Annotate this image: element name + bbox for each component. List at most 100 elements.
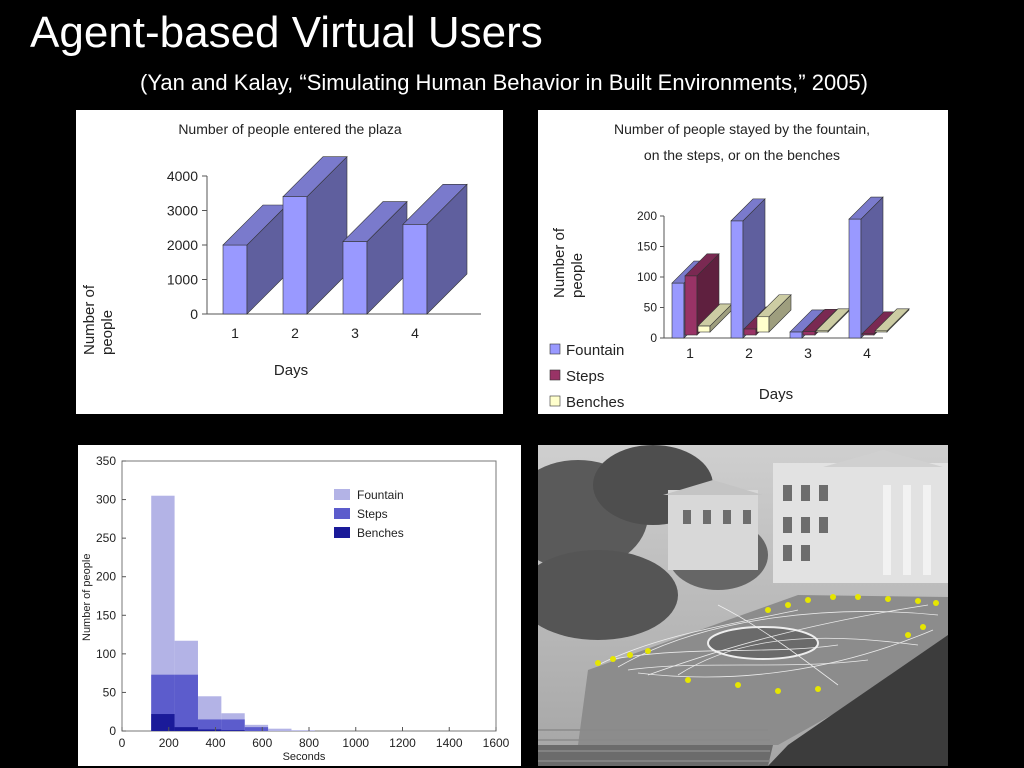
- histogram-y-tick-label-1: 50: [103, 685, 117, 699]
- histogram-y-tick-label-2: 100: [96, 647, 116, 661]
- entered-chart: Number of people entered the plaza Days …: [81, 121, 481, 379]
- stayed-bar-benches-2: [756, 294, 792, 333]
- stayed-legend-swatch-steps: [549, 369, 561, 381]
- entered-y-tick-label-0: 0: [190, 306, 198, 322]
- entered-bar-3-top: [342, 201, 408, 242]
- stayed-chart: Number of people stayed by the fountain,…: [549, 121, 910, 411]
- stayed-bar-benches-1-front: [697, 325, 711, 333]
- histogram-bar-benches-3: [221, 730, 245, 731]
- stayed-bar-benches-4-top: [874, 308, 910, 332]
- histogram-bar-benches-0: [151, 714, 175, 731]
- stayed-legend-label-benches: Benches: [566, 394, 624, 411]
- histogram-y-axis-label: Number of people: [81, 554, 93, 641]
- stayed-bar-fountain-4-top: [848, 196, 884, 220]
- entered-y-axis-label-line1: Number of: [81, 284, 98, 355]
- histogram-x-tick-label-2: 400: [205, 736, 225, 750]
- histogram-x-axis-label: Seconds: [283, 751, 326, 763]
- histogram-bar-fountain-5: [268, 728, 292, 731]
- stayed-legend-label-steps: Steps: [566, 368, 604, 385]
- entered-bar-1: [222, 204, 288, 315]
- stayed-bar-benches-4: [874, 308, 910, 333]
- stayed-y-tick-label-1: 50: [644, 301, 658, 315]
- histogram-bar-fountain-6: [291, 730, 315, 731]
- stayed-legend-label-fountain: Fountain: [566, 342, 624, 359]
- entered-y-axis-label: Number of people: [81, 281, 116, 355]
- stayed-x-tick-label-2: 2: [745, 345, 753, 361]
- stayed-x-tick-label-1: 1: [686, 345, 694, 361]
- histogram-panel: Seconds Number of people 0 200 400 600 800 10…: [78, 445, 521, 766]
- stayed-bar-fountain-4-front: [848, 218, 862, 339]
- stayed-bar-steps-3-front: [802, 331, 816, 336]
- histogram-y-tick-label-5: 250: [96, 531, 116, 545]
- histogram-legend-swatch-benches: [334, 527, 350, 538]
- histogram-bar-benches-1: [174, 727, 198, 731]
- entered-bar-2-top: [282, 156, 348, 197]
- stayed-y-axis-label-line1: Number of: [551, 227, 568, 298]
- stayed-y-tick-label-4: 200: [637, 209, 657, 223]
- stayed-bar-fountain-2: [730, 198, 766, 339]
- entered-bar-4: [402, 183, 468, 315]
- histogram-bar-steps-2: [197, 719, 222, 731]
- histogram-bar-steps-4: [244, 727, 269, 731]
- histogram-x-tick-label-4: 800: [299, 736, 319, 750]
- stayed-bar-steps-1-front: [684, 275, 698, 336]
- histogram-x-tick-label-7: 1400: [436, 736, 463, 750]
- entered-bar-3: [342, 200, 408, 315]
- entered-x-tick-label-1: 1: [231, 325, 239, 341]
- histogram-legend-swatch-fountain: [334, 489, 350, 500]
- stayed-bar-fountain-1-front: [671, 282, 685, 339]
- histogram-x-tick-label-1: 200: [159, 736, 179, 750]
- entered-bar-4-front: [402, 224, 428, 315]
- stayed-legend-swatch-benches: [549, 395, 561, 407]
- stayed-bar-fountain-4: [848, 196, 884, 339]
- entered-x-tick-label-2: 2: [291, 325, 299, 341]
- entered-y-axis-label-line2: people: [99, 310, 116, 355]
- stayed-bar-steps-3-top: [802, 309, 838, 332]
- stayed-bar-steps-1-top: [684, 253, 720, 277]
- stayed-x-axis-label: Days: [759, 386, 793, 403]
- histogram-x-tick-label-5: 1000: [342, 736, 369, 750]
- histogram-bar-steps-1: [174, 674, 198, 731]
- entered-y-tick-label-1: 1000: [167, 272, 198, 288]
- stayed-bar-fountain-3-top: [789, 309, 825, 333]
- stayed-bar-benches-2-front: [756, 316, 770, 333]
- stayed-bar-steps-2-front: [743, 328, 757, 336]
- entered-y-tick-label-4: 4000: [167, 168, 198, 184]
- stayed-bar-fountain-3-front: [789, 331, 803, 339]
- histogram-legend-label-steps: Steps: [357, 507, 388, 521]
- histogram-chart: Seconds Number of people 0 200 400 600 800 10…: [81, 454, 510, 763]
- plaza-simulation-photo: [538, 445, 948, 766]
- plaza-simulation-photo-icon: [538, 445, 948, 766]
- stayed-y-tick-label-0: 0: [650, 331, 657, 345]
- histogram-legend: Fountain Steps Benches: [334, 488, 404, 540]
- histogram-bar-benches-2: [197, 729, 222, 731]
- stayed-bar-benches-3: [815, 308, 851, 333]
- stayed-y-tick-label-2: 100: [637, 270, 657, 284]
- histogram-y-tick-label-0: 0: [109, 724, 116, 738]
- stayed-y-axis-label: Number of people: [551, 224, 586, 298]
- histogram-legend-swatch-steps: [334, 508, 350, 519]
- histogram-y-tick-label-7: 350: [96, 454, 116, 468]
- entered-chart-title: Number of people entered the plaza: [178, 121, 402, 137]
- entered-y-tick-label-3: 3000: [167, 203, 198, 219]
- histogram-x-tick-label-6: 1200: [389, 736, 416, 750]
- entered-bar-4-top: [402, 184, 468, 225]
- entered-bar-2: [282, 155, 348, 315]
- stayed-x-tick-label-4: 4: [863, 345, 871, 361]
- stayed-y-axis-label-line2: people: [569, 253, 586, 298]
- stayed-x-tick-label-3: 3: [804, 345, 812, 361]
- entered-x-tick-label-4: 4: [411, 325, 419, 341]
- entered-bar-1-front: [222, 244, 248, 315]
- stayed-chart-panel: Number of people stayed by the fountain,…: [538, 110, 948, 414]
- entered-x-axis-label: Days: [274, 362, 308, 379]
- histogram-bar-steps-3: [221, 719, 245, 731]
- stayed-bar-benches-2-top: [756, 294, 792, 318]
- stayed-chart-title-line2: on the steps, or on the benches: [644, 147, 840, 163]
- stayed-bar-fountain-2-front: [730, 220, 744, 339]
- histogram-x-tick-label-0: 0: [119, 736, 126, 750]
- stayed-legend: Fountain Steps Benches: [549, 342, 624, 411]
- histogram-x-tick-label-3: 600: [252, 736, 272, 750]
- stayed-bar-fountain-2-top: [730, 198, 766, 222]
- histogram-y-tick-label-6: 300: [96, 493, 116, 507]
- slide-title: Agent-based Virtual Users: [30, 8, 543, 57]
